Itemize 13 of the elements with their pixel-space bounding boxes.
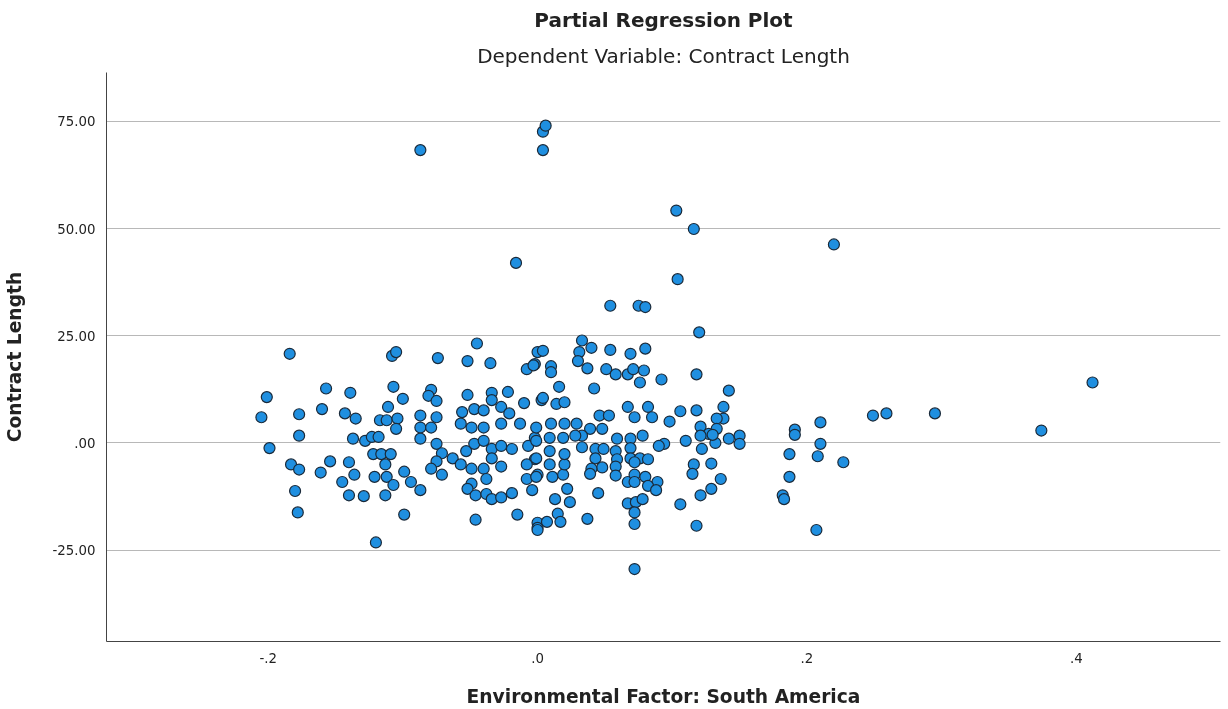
y-tick-label: .00 xyxy=(74,435,96,451)
x-axis-title: Environmental Factor: South America xyxy=(466,685,861,707)
y-tick-label: 50.00 xyxy=(57,221,96,237)
y-axis-title: Contract Length xyxy=(3,271,25,443)
x-tick-label: -.2 xyxy=(259,650,277,666)
y-tick-label: -25.00 xyxy=(52,543,96,559)
chart-subtitle: Dependent Variable: Contract Length xyxy=(477,43,850,68)
y-tick-label: 75.00 xyxy=(57,114,96,130)
y-tick-label: 25.00 xyxy=(57,328,96,344)
x-tick-label: .4 xyxy=(1070,650,1083,666)
x-tick-label: .0 xyxy=(531,650,544,666)
chart-title: Partial Regression Plot xyxy=(534,7,794,32)
x-tick-label: .2 xyxy=(800,650,814,666)
